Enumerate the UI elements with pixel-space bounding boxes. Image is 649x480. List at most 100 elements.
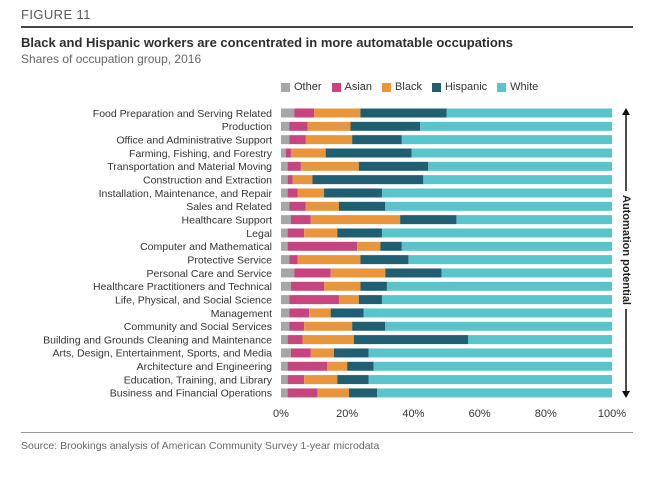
legend-swatch-asian bbox=[331, 82, 341, 92]
arrow-down-icon bbox=[622, 391, 630, 398]
bar-segment-hispanic bbox=[360, 255, 409, 265]
category-label: Healthcare Practitioners and Technical bbox=[93, 281, 272, 293]
automation-potential-label: Automation potential bbox=[620, 191, 632, 309]
category-label: Construction and Extraction bbox=[143, 174, 272, 186]
category-label: Computer and Mathematical bbox=[140, 241, 272, 253]
x-tick-label: 60% bbox=[469, 408, 491, 420]
bar-segment-other bbox=[281, 348, 291, 358]
bar-segment-asian bbox=[289, 135, 306, 145]
bar-segment-black bbox=[310, 215, 401, 225]
legend-item-white: White bbox=[497, 81, 538, 93]
bar-segment-white bbox=[401, 241, 612, 251]
bar-segment-black bbox=[338, 295, 359, 305]
bar-segment-hispanic bbox=[360, 108, 447, 118]
bar-segment-white bbox=[428, 161, 612, 171]
bar-segment-other bbox=[281, 388, 288, 398]
bar-segment-other bbox=[281, 148, 286, 158]
bar-segment-other bbox=[281, 335, 288, 345]
bar-segment-black bbox=[317, 388, 349, 398]
bar-segment-white bbox=[401, 135, 612, 145]
bar-segment-white bbox=[385, 201, 612, 211]
bar-segment-other bbox=[281, 241, 288, 251]
category-label: Legal bbox=[246, 228, 272, 240]
x-tick-label: 20% bbox=[336, 408, 358, 420]
bar-segment-asian bbox=[290, 348, 311, 358]
bar-segment-other bbox=[281, 228, 288, 238]
bar-segment-asian bbox=[285, 148, 291, 158]
bar-segment-other bbox=[281, 121, 290, 131]
category-label: Farming, Fishing, and Forestry bbox=[129, 148, 273, 160]
category-label: Sales and Related bbox=[186, 201, 272, 213]
bar-segment-black bbox=[297, 188, 325, 198]
bar-segment-white bbox=[456, 215, 612, 225]
bottom-rule bbox=[21, 432, 633, 433]
bar-segment-hispanic bbox=[325, 148, 412, 158]
bar-segment-asian bbox=[287, 188, 298, 198]
chart-legend: Other Asian Black Hispanic White bbox=[281, 80, 548, 94]
bar-segment-other bbox=[281, 201, 290, 211]
bar-segment-black bbox=[304, 375, 338, 385]
bar-segment-other bbox=[281, 295, 290, 305]
bar-segment-hispanic bbox=[400, 215, 457, 225]
bar-segment-asian bbox=[287, 388, 318, 398]
legend-label-black: Black bbox=[395, 81, 422, 93]
bar-segment-asian bbox=[287, 361, 328, 371]
bar-segment-white bbox=[385, 321, 612, 331]
bar-segment-other bbox=[281, 321, 290, 331]
bar-segment-asian bbox=[290, 281, 325, 291]
legend-item-asian: Asian bbox=[331, 81, 373, 93]
bar-segment-black bbox=[302, 335, 354, 345]
bar-segment-white bbox=[381, 188, 612, 198]
bar-segment-black bbox=[310, 348, 334, 358]
bar-segment-white bbox=[386, 281, 612, 291]
bar-segment-black bbox=[300, 161, 359, 171]
category-label: Installation, Maintenance, and Repair bbox=[99, 188, 273, 200]
bar-segment-other bbox=[281, 188, 288, 198]
legend-label-other: Other bbox=[294, 81, 322, 93]
bar-segment-black bbox=[314, 108, 361, 118]
bar-segment-asian bbox=[287, 241, 358, 251]
bar-segment-white bbox=[381, 228, 612, 238]
category-label: Life, Physical, and Social Science bbox=[115, 294, 272, 306]
legend-item-hispanic: Hispanic bbox=[431, 81, 488, 93]
legend-swatch-white bbox=[497, 82, 507, 92]
bar-segment-hispanic bbox=[380, 241, 402, 251]
figure-label: FIGURE 11 bbox=[21, 7, 91, 22]
legend-label-white: White bbox=[510, 81, 539, 93]
bar-segment-white bbox=[376, 388, 612, 398]
bar-segment-white bbox=[411, 148, 612, 158]
bar-segment-asian bbox=[289, 255, 298, 265]
bar-segment-asian bbox=[287, 375, 305, 385]
bar-segment-asian bbox=[289, 201, 306, 211]
bar-segment-black bbox=[305, 201, 339, 211]
bar-segment-other bbox=[281, 268, 295, 278]
bar-segment-asian bbox=[289, 321, 305, 331]
bar-segment-asian bbox=[287, 175, 293, 185]
category-label: Healthcare Support bbox=[182, 214, 273, 226]
bar-segment-hispanic bbox=[352, 135, 402, 145]
category-label: Building and Grounds Cleaning and Mainte… bbox=[43, 334, 272, 346]
legend-label-asian: Asian bbox=[344, 81, 373, 93]
bar-segment-asian bbox=[289, 121, 308, 131]
bar-segment-hispanic bbox=[330, 308, 364, 318]
chart-title: Black and Hispanic workers are concentra… bbox=[21, 35, 513, 50]
bar-segment-black bbox=[304, 228, 338, 238]
category-label: Production bbox=[222, 121, 272, 133]
bar-segment-asian bbox=[294, 268, 331, 278]
bar-segment-black bbox=[305, 135, 353, 145]
bar-segment-white bbox=[381, 295, 612, 305]
legend-swatch-black bbox=[382, 82, 392, 92]
x-tick-label: 80% bbox=[535, 408, 557, 420]
bar-segment-asian bbox=[287, 335, 303, 345]
bar-segment-other bbox=[281, 215, 291, 225]
bar-segment-white bbox=[368, 348, 612, 358]
bar-segment-asian bbox=[289, 308, 310, 318]
bar-segment-hispanic bbox=[358, 295, 382, 305]
bar-segment-other bbox=[281, 255, 290, 265]
chart-subtitle: Shares of occupation group, 2016 bbox=[21, 52, 202, 66]
bar-segment-white bbox=[368, 375, 612, 385]
category-label: Architecture and Engineering bbox=[137, 361, 273, 373]
bar-segment-hispanic bbox=[337, 228, 382, 238]
bar-segment-other bbox=[281, 161, 288, 171]
legend-label-hispanic: Hispanic bbox=[444, 81, 488, 93]
